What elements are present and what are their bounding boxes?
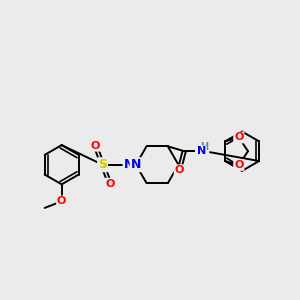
Text: N: N — [196, 146, 206, 156]
Text: H: H — [200, 142, 208, 152]
Text: O: O — [234, 160, 244, 170]
Text: O: O — [175, 165, 184, 175]
Text: H: H — [200, 142, 208, 152]
Text: S: S — [98, 158, 107, 171]
Text: O: O — [234, 133, 244, 142]
Text: N: N — [124, 158, 134, 171]
Text: O: O — [105, 179, 114, 189]
Text: N: N — [131, 158, 141, 171]
Text: O: O — [57, 196, 66, 206]
Text: N: N — [196, 146, 205, 156]
Text: O: O — [91, 141, 100, 151]
